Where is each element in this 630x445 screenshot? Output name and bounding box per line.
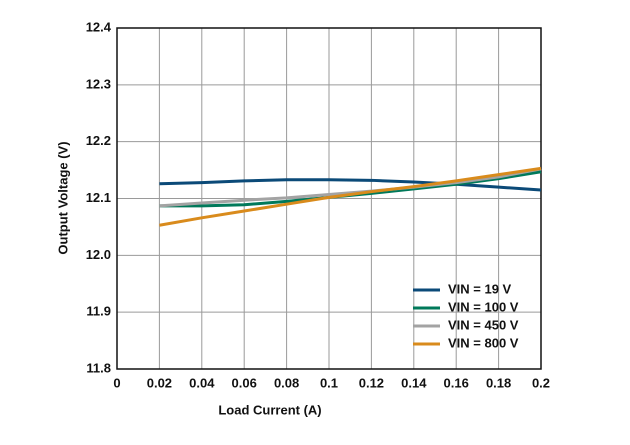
x-tick-label: 0.06	[232, 375, 257, 390]
legend-label: VIN = 100 V	[448, 299, 519, 314]
plot-frame	[116, 27, 542, 370]
series-line	[159, 178, 542, 192]
y-tick-label: 11.9	[86, 304, 111, 319]
y-tick-label: 12.4	[86, 19, 112, 34]
x-tick-label: 0.02	[147, 375, 172, 390]
x-tick-label: 0	[113, 375, 120, 390]
legend-label: VIN = 19 V	[448, 281, 512, 296]
series-line	[159, 167, 542, 208]
x-tick-label: 0.04	[189, 375, 215, 390]
series-line	[159, 166, 542, 227]
y-tick-label: 12.0	[86, 247, 111, 262]
x-tick-label: 0.16	[444, 375, 469, 390]
y-tick-label: 11.8	[86, 360, 111, 375]
legend-label: VIN = 450 V	[448, 317, 519, 332]
y-tick-label: 12.3	[86, 76, 111, 91]
x-tick-label: 0.14	[401, 375, 427, 390]
x-axis-title: Load Current (A)	[218, 402, 321, 417]
y-axis-title: Output Voltage (V)	[55, 141, 70, 254]
legend-label: VIN = 800 V	[448, 335, 519, 350]
x-tick-label: 0.12	[359, 375, 384, 390]
x-tick-label: 0.1	[320, 375, 338, 390]
y-tick-label: 12.1	[86, 190, 111, 205]
x-tick-label: 0.18	[486, 375, 511, 390]
x-tick-label: 0.08	[274, 375, 299, 390]
y-tick-label: 12.2	[86, 133, 111, 148]
x-tick-label: 0.2	[532, 375, 550, 390]
